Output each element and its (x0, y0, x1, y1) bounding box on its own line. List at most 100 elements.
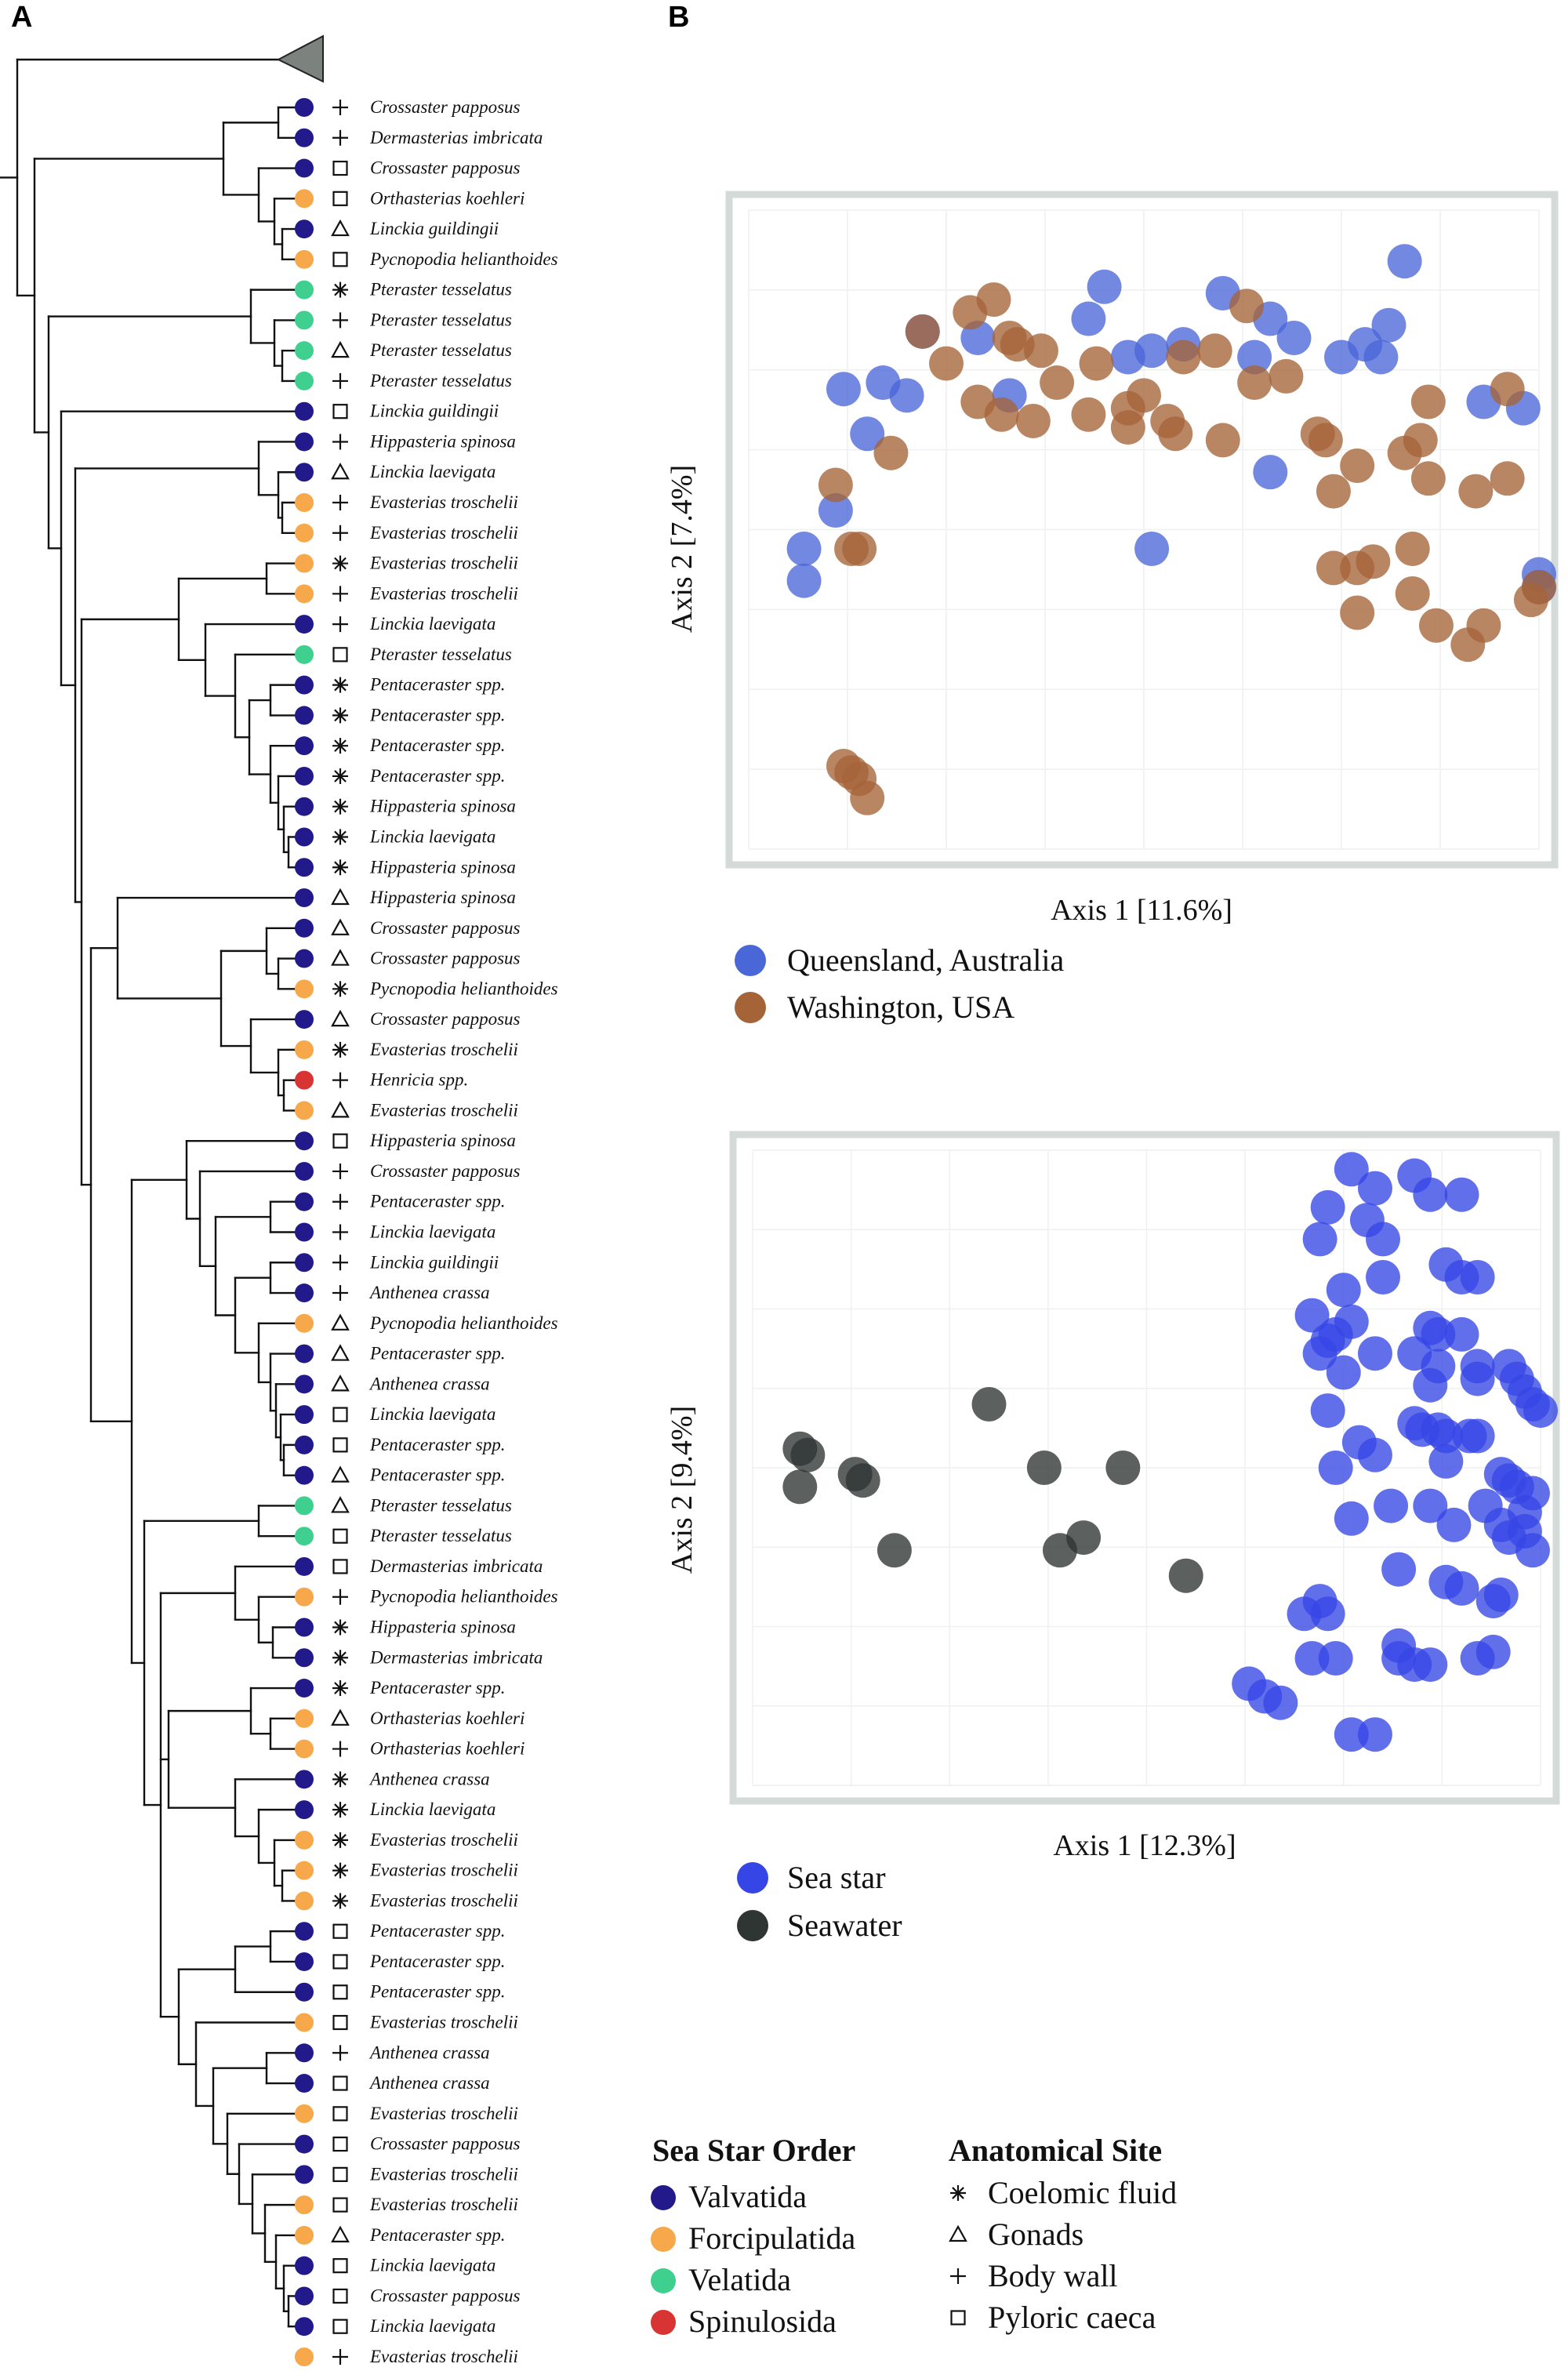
leaf-taxon-label: Pteraster tesselatus (369, 310, 512, 329)
leaf-taxon-label: Evasterias troschelii (369, 2347, 518, 2366)
point-washington-usa (1410, 384, 1446, 419)
point-sea-star (1318, 1451, 1353, 1485)
leaf-taxon-label: Pycnopodia helianthoides (369, 1587, 558, 1607)
ordination-plot-sample-type: Axis 1 [12.3%] Axis 2 [9.4%] Sea star Se… (666, 1131, 1560, 1943)
point-washington-usa (1158, 416, 1193, 452)
point-washington-usa (850, 780, 885, 815)
legend-swatch-washington (735, 992, 766, 1023)
point-washington-usa (818, 467, 853, 503)
point-washington-usa (1458, 474, 1494, 509)
leaf-order-marker (295, 1527, 314, 1546)
leaf-order-marker (295, 128, 314, 147)
leaf-order-marker (295, 2286, 314, 2306)
leaf-taxon-label: Hippasteria spinosa (369, 1618, 516, 1637)
leaf-site-symbol (331, 1313, 350, 1331)
leaf-site-symbol (332, 129, 348, 146)
leaf-order-marker (295, 1374, 314, 1394)
leaf-order-marker (295, 736, 314, 756)
scatter-points (786, 244, 1556, 815)
grid-lines (752, 1149, 1541, 1786)
leaf-order-marker (295, 1922, 314, 1941)
leaf-site-symbol (332, 2318, 348, 2334)
leaf-taxon-label: Pentaceraster spp. (369, 1192, 505, 1211)
leaf-order-marker (295, 584, 314, 604)
legend-symbol-body-wall (950, 2268, 966, 2284)
leaf-order-marker (295, 1648, 314, 1668)
leaf-taxon-label: Linckia guildingii (369, 1252, 499, 1272)
legend-label-sea-star: Sea star (787, 1860, 886, 1895)
leaf-site-symbol (332, 1802, 348, 1818)
leaf-taxon-label: Evasterias troschelii (369, 2164, 518, 2184)
point-seawater (790, 1437, 826, 1472)
leaf-taxon-label: Pentaceraster spp. (369, 1465, 505, 1485)
leaf-order-marker (295, 1556, 314, 1576)
leaf-taxon-label: Pentaceraster spp. (369, 1952, 505, 1971)
leaf-taxon-label: Dermasterias imbricata (369, 1556, 543, 1576)
point-queensland-australia (1237, 339, 1272, 375)
leaf-site-symbol (332, 1133, 348, 1149)
point-washington-usa (1023, 333, 1058, 369)
leaf-site-symbol (331, 949, 350, 966)
legend-label-seawater: Seawater (787, 1908, 902, 1943)
panel-b-label: B (668, 1, 689, 34)
point-washington-usa (1229, 289, 1265, 324)
leaf-order-marker (295, 280, 314, 300)
point-sea-star (1483, 1578, 1519, 1612)
collapsed-clade-triangle (276, 34, 324, 83)
leaf-taxon-label: Pycnopodia helianthoides (369, 979, 558, 998)
leaf-site-symbol (332, 616, 348, 633)
leaf-site-symbol (332, 859, 348, 876)
leaf-site-symbol (332, 1862, 348, 1879)
leaf-site-symbol (332, 404, 348, 419)
leaf-order-marker (295, 1982, 314, 2002)
leaf-taxon-label: Hippasteria spinosa (369, 431, 516, 451)
leaf-site-symbol (332, 707, 348, 724)
leaf-taxon-label: Evasterias troschelii (369, 1890, 518, 1910)
point-queensland-australia (1371, 307, 1406, 343)
leaf-taxon-label: Evasterias troschelii (369, 2013, 518, 2032)
leaf-site-symbol (332, 2197, 348, 2213)
leaf-site-symbol (331, 219, 350, 237)
point-sea-star (1460, 1260, 1495, 1294)
leaf-order-marker (295, 2225, 314, 2245)
leaf-site-symbol (332, 1224, 348, 1240)
leaf-site-symbol (332, 1650, 348, 1666)
point-sea-star (1302, 1222, 1338, 1257)
leaf-taxon-label: Evasterias troschelii (369, 1040, 518, 1059)
point-washington-usa (1205, 423, 1240, 458)
leaf-taxon-label: Evasterias troschelii (369, 2195, 518, 2214)
leaf-site-symbol (331, 1496, 350, 1513)
leaf-site-symbol (332, 981, 348, 997)
leaf-taxon-label: Pentaceraster spp. (369, 766, 505, 786)
leaf-site-symbol (332, 829, 348, 845)
point-seawater (845, 1463, 880, 1498)
leaf-site-symbol (332, 2166, 348, 2182)
leaf-site-symbol (331, 888, 350, 906)
leaf-site-symbol (331, 1374, 350, 1392)
leaf-site-symbol (332, 281, 348, 298)
leaf-taxon-label: Evasterias troschelii (369, 1861, 518, 1880)
leaf-order-marker (295, 2347, 314, 2366)
point-washington-usa (1513, 583, 1548, 618)
leaf-order-marker (295, 1010, 314, 1029)
point-sea-star (1326, 1273, 1361, 1308)
leaf-order-marker (295, 1344, 314, 1363)
point-queensland-australia (1324, 339, 1359, 375)
leaf-taxon-label: Evasterias troschelii (369, 2104, 518, 2123)
leaf-taxon-label: Linckia laevigata (369, 2316, 495, 2336)
x-axis-label: Axis 1 [11.6%] (1051, 894, 1232, 927)
point-washington-usa (1015, 403, 1051, 438)
point-sea-star (1334, 1501, 1369, 1536)
leaf-order-marker (295, 463, 314, 482)
leaf-site-symbol (332, 312, 348, 329)
leaf-site-symbol (331, 1708, 350, 1726)
leaf-taxon-label: Pentaceraster spp. (369, 705, 505, 724)
leaf-site-symbol (332, 1254, 348, 1271)
leaf-taxon-label: Linckia laevigata (369, 1222, 495, 1241)
point-queensland-australia (1134, 531, 1170, 566)
leaf-order-marker (295, 827, 314, 847)
ordination-plot-location: Axis 1 [11.6%] Axis 2 [7.4%] Queensland,… (666, 191, 1559, 1025)
leaf-taxon-label: Orthasterias koehleri (370, 188, 524, 208)
y-axis-label: Axis 2 [9.4%] (666, 1406, 699, 1574)
point-washington-usa (1308, 423, 1343, 458)
